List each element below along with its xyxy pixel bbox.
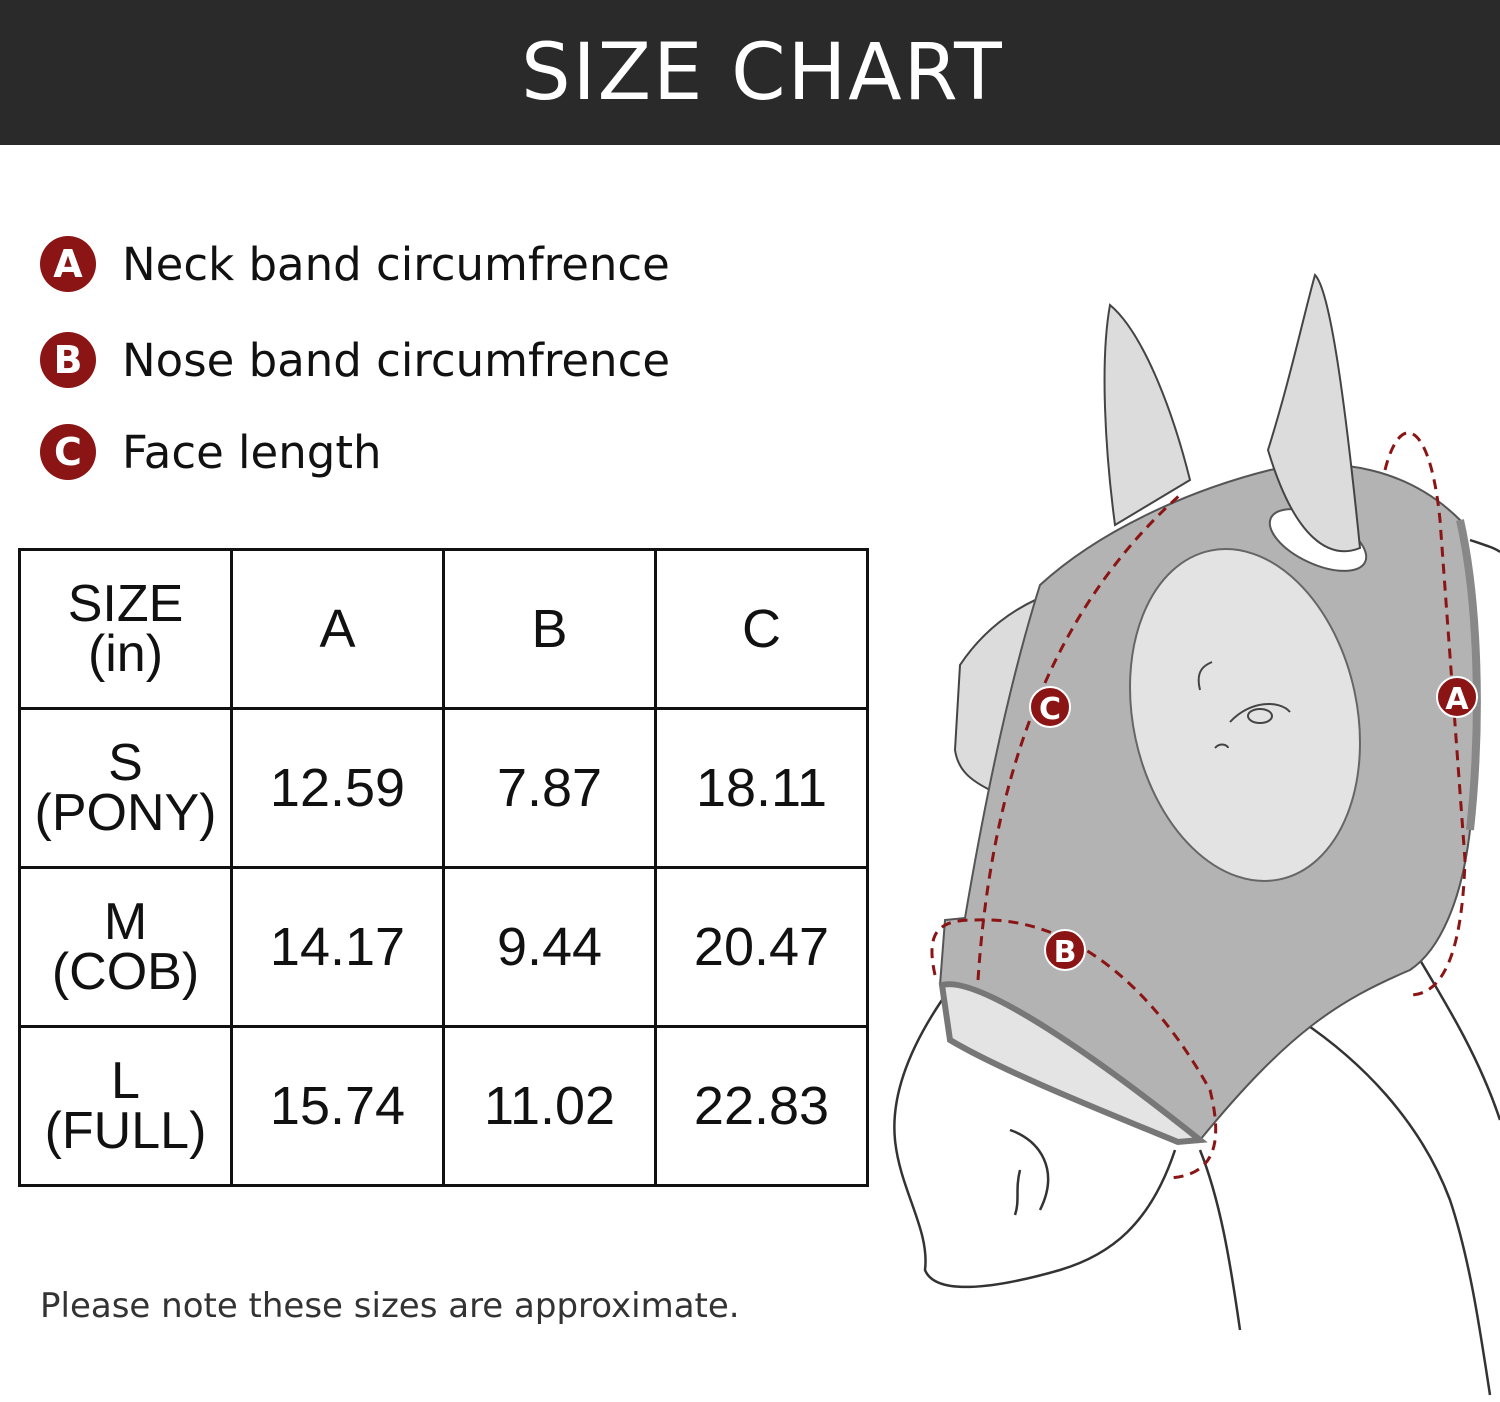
marker-b-badge: B	[40, 332, 96, 388]
svg-text:C: C	[1039, 692, 1061, 727]
size-cell: S (PONY)	[18, 707, 233, 869]
size-letter: M	[103, 893, 148, 951]
value-c: 20.47	[654, 866, 869, 1028]
legend-label: Neck band circumfrence	[122, 237, 670, 291]
right-ear	[1266, 273, 1362, 553]
header-unit-label: (in)	[87, 625, 164, 683]
header-size-label: SIZE	[67, 575, 184, 633]
value-c: 22.83	[654, 1025, 869, 1187]
page-title: SIZE CHART	[521, 27, 1004, 118]
header-size: SIZE (in)	[18, 548, 233, 710]
value-a: 15.74	[230, 1025, 445, 1187]
horse-outline	[893, 538, 1500, 1396]
left-ear	[1103, 303, 1192, 527]
svg-text:B: B	[1054, 935, 1077, 970]
svg-text:A: A	[1445, 682, 1469, 717]
table-row: M (COB) 14.17 9.44 20.47	[18, 866, 869, 1028]
marker-a-badge: A	[40, 236, 96, 292]
value-b: 7.87	[442, 707, 657, 869]
value-a: 12.59	[230, 707, 445, 869]
line-b	[930, 918, 1218, 1180]
value-b: 11.02	[442, 1025, 657, 1187]
size-name: (COB)	[51, 943, 200, 1001]
legend-item-b: B Nose band circumfrence	[40, 332, 670, 388]
table-header-row: SIZE (in) A B C	[18, 548, 869, 710]
neck-band-edge	[1456, 519, 1481, 831]
header-b: B	[442, 548, 657, 710]
table-row: L (FULL) 15.74 11.02 22.83	[18, 1025, 869, 1187]
eye-icon	[1197, 661, 1291, 749]
header-c: C	[654, 548, 869, 710]
value-b: 9.44	[442, 866, 657, 1028]
legend-item-a: A Neck band circumfrence	[40, 236, 670, 292]
marker-c-badge: C	[40, 424, 96, 480]
size-cell: M (COB)	[18, 866, 233, 1028]
legend: A Neck band circumfrence B Nose band cir…	[40, 236, 670, 520]
legend-item-c: C Face length	[40, 424, 670, 480]
size-cell: L (FULL)	[18, 1025, 233, 1187]
approximate-note: Please note these sizes are approximate.	[40, 1286, 740, 1326]
nose-opening	[938, 981, 1208, 1146]
size-letter: L	[111, 1052, 140, 1110]
legend-label: Face length	[122, 425, 382, 479]
title-bar: SIZE CHART	[0, 0, 1500, 145]
eye-hole	[1129, 548, 1361, 882]
size-table: SIZE (in) A B C S (PONY) 12.59 7.87 18.11 …	[18, 548, 869, 1187]
marker-a: A	[1436, 676, 1478, 718]
table-row: S (PONY) 12.59 7.87 18.11	[18, 707, 869, 869]
value-a: 14.17	[230, 866, 445, 1028]
legend-label: Nose band circumfrence	[122, 333, 670, 387]
line-c	[976, 493, 1181, 981]
size-name: (PONY)	[34, 784, 217, 842]
size-name: (FULL)	[44, 1102, 207, 1160]
value-c: 18.11	[654, 707, 869, 869]
marker-c: C	[1029, 686, 1071, 728]
header-a: A	[230, 548, 445, 710]
marker-b: B	[1044, 929, 1086, 971]
size-letter: S	[108, 734, 143, 792]
